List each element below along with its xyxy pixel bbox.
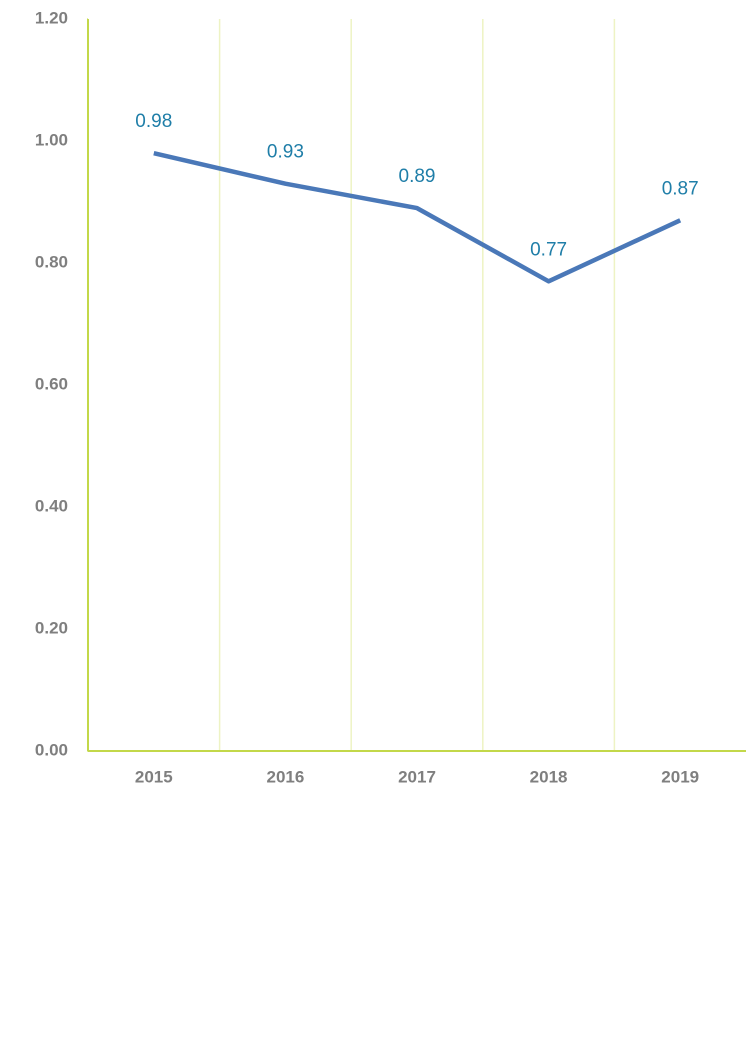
x-tick-label: 2018 (530, 767, 568, 786)
data-line (153, 151, 682, 284)
y-tick-label: 1.00 (35, 130, 68, 149)
x-tick-label: 2016 (266, 767, 304, 786)
data-label: 0.89 (399, 166, 436, 187)
y-tick-label: 0.40 (35, 496, 68, 515)
y-tick-label: 0.00 (35, 740, 68, 759)
data-label: 0.87 (662, 178, 699, 199)
x-tick-label: 2019 (661, 767, 699, 786)
data-label: 0.93 (267, 142, 304, 163)
x-tick-label: 2015 (135, 767, 173, 786)
y-tick-label: 1.20 (35, 8, 68, 27)
x-tick-label: 2017 (398, 767, 436, 786)
data-label: 0.98 (135, 111, 172, 132)
y-tick-label: 0.20 (35, 618, 68, 637)
y-tick-label: 0.60 (35, 374, 68, 393)
data-label: 0.77 (530, 239, 567, 260)
y-tick-label: 0.80 (35, 252, 68, 271)
